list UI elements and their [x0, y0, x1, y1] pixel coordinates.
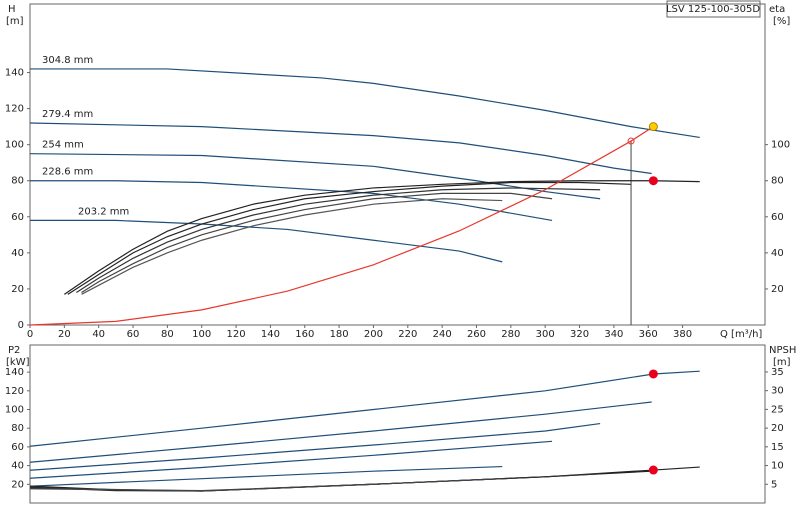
curve	[30, 68, 700, 139]
y-tick-label: 20	[11, 479, 24, 490]
curve	[29, 478, 503, 492]
y-axis-title: H	[8, 4, 16, 15]
x-tick-label: 340	[604, 329, 623, 340]
y-tick-label: 20	[11, 284, 24, 295]
curve	[29, 401, 652, 463]
y2-tick-label: 40	[771, 248, 784, 259]
y-tick-label: 140	[5, 367, 24, 378]
y2-tick-label: 15	[771, 442, 784, 453]
curve	[29, 422, 601, 471]
y2-tick-label: 20	[771, 284, 784, 295]
y-tick-label: 120	[5, 386, 24, 397]
duty-circle	[627, 137, 635, 145]
x-tick-label: 240	[433, 329, 452, 340]
curve-label: 279.4 mm	[42, 109, 93, 120]
curve	[29, 466, 700, 492]
x-tick-label: 100	[192, 329, 211, 340]
y2-tick-label: 80	[771, 176, 784, 187]
x-tick-label: 80	[161, 329, 174, 340]
x-tick-label: 320	[570, 329, 589, 340]
curve-label: 228.6 mm	[42, 167, 93, 178]
duty-point	[648, 369, 658, 379]
y2-tick-label: 10	[771, 461, 784, 472]
curve	[29, 470, 652, 492]
y2-tick-label: 100	[771, 140, 790, 151]
x-tick-label: 260	[467, 329, 486, 340]
y-tick-label: 40	[11, 248, 24, 259]
curve	[29, 122, 652, 175]
y-tick-label: 80	[11, 176, 24, 187]
curve	[30, 219, 503, 263]
y-axis-unit: [kW]	[6, 357, 30, 368]
curve-label: 254 mm	[42, 140, 84, 151]
curve-label: 203.2 mm	[78, 206, 129, 217]
curve	[30, 180, 553, 221]
x-tick-label: 140	[261, 329, 280, 340]
curve	[29, 153, 601, 200]
x-tick-label: 220	[398, 329, 417, 340]
x-tick-label: 300	[536, 329, 555, 340]
y-tick-label: 0	[18, 320, 24, 331]
x-axis-title: Q [m³/h]	[720, 329, 762, 340]
y-tick-label: 40	[11, 461, 24, 472]
y2-tick-label: 5	[771, 479, 777, 490]
curve	[29, 465, 503, 487]
x-tick-label: 0	[27, 329, 33, 340]
y2-tick-label: 30	[771, 386, 784, 397]
model-box	[666, 0, 761, 18]
y-tick-label: 100	[5, 140, 24, 151]
curve	[76, 187, 601, 294]
curve	[29, 126, 654, 326]
curve	[29, 370, 700, 447]
curve	[29, 440, 553, 479]
x-tick-label: 380	[673, 329, 692, 340]
x-tick-label: 160	[295, 329, 314, 340]
x-tick-label: 360	[639, 329, 658, 340]
curve-label: 304.8 mm	[42, 55, 93, 66]
y-tick-label: 120	[5, 104, 24, 115]
y2-tick-label: 35	[771, 367, 784, 378]
duty-point	[648, 122, 658, 132]
y-tick-label: 140	[5, 68, 24, 79]
curve	[64, 180, 700, 295]
y2-tick-label: 25	[771, 404, 784, 415]
y2-tick-label: 60	[771, 212, 784, 223]
x-tick-label: 200	[364, 329, 383, 340]
y2-axis-title: NPSH	[769, 345, 796, 356]
plot-frame	[29, 3, 766, 326]
duty-point	[648, 465, 658, 475]
y-tick-label: 80	[11, 423, 24, 434]
curve	[67, 181, 632, 295]
x-tick-label: 280	[501, 329, 520, 340]
y-axis-unit: [m]	[6, 16, 24, 27]
model-label: LSV 125-100-305D	[666, 4, 760, 15]
plot-frame	[29, 344, 766, 504]
y-tick-label: 100	[5, 405, 24, 416]
curve	[81, 192, 553, 294]
y-tick-label: 60	[11, 442, 24, 453]
y2-axis-unit: [m]	[773, 357, 791, 368]
y-tick-label: 60	[11, 212, 24, 223]
y-axis-title: P2	[8, 345, 20, 356]
duty-point	[648, 176, 658, 186]
y2-axis-unit: [%]	[773, 16, 790, 27]
curve	[81, 198, 503, 295]
y2-axis-title: eta	[769, 4, 785, 15]
y2-tick-label: 20	[771, 423, 784, 434]
x-tick-label: 20	[58, 329, 71, 340]
x-tick-label: 40	[92, 329, 105, 340]
x-tick-label: 60	[127, 329, 140, 340]
x-tick-label: 180	[330, 329, 349, 340]
x-tick-label: 120	[227, 329, 246, 340]
